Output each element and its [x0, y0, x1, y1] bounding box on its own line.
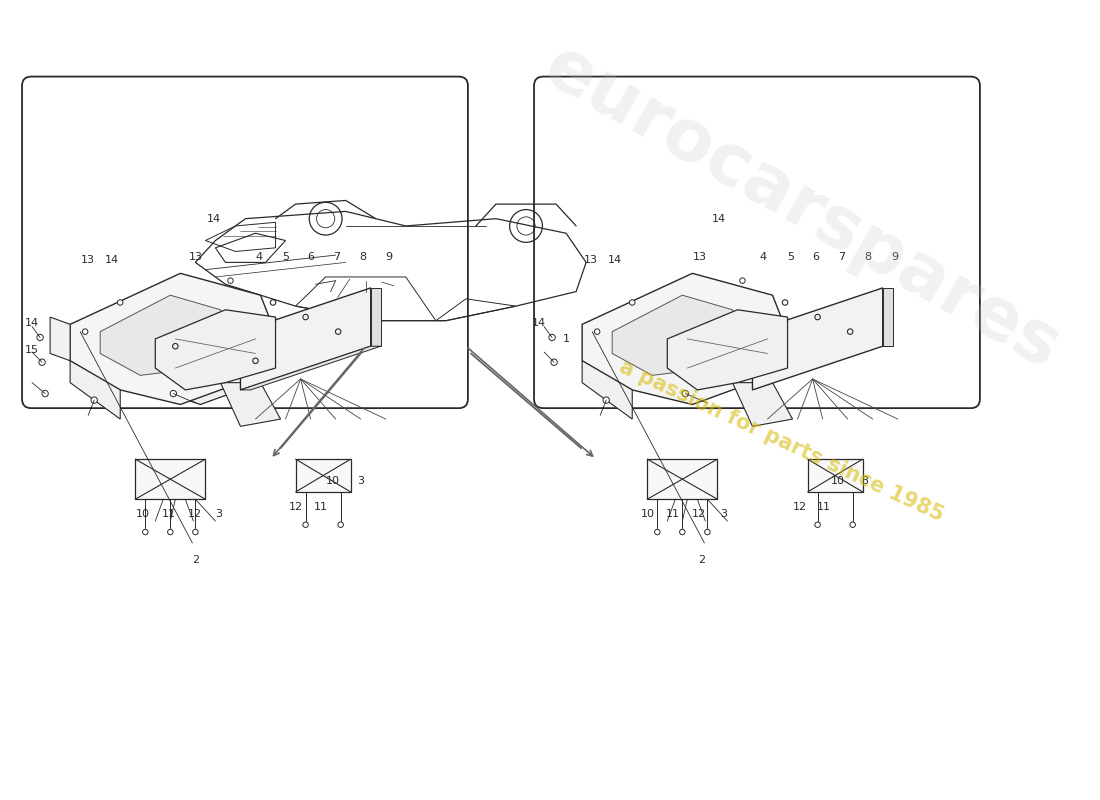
Circle shape: [603, 397, 609, 403]
Text: 14: 14: [207, 214, 220, 224]
Text: 11: 11: [314, 502, 328, 511]
Text: 3: 3: [214, 509, 222, 518]
Circle shape: [815, 522, 821, 527]
Polygon shape: [582, 274, 793, 405]
Text: 8: 8: [865, 252, 871, 262]
Circle shape: [850, 522, 856, 527]
Circle shape: [760, 358, 766, 363]
Text: 14: 14: [608, 255, 623, 266]
Circle shape: [39, 359, 45, 366]
Text: 13: 13: [584, 255, 598, 266]
Text: 11: 11: [667, 509, 680, 518]
Text: 14: 14: [106, 255, 119, 266]
Circle shape: [705, 530, 711, 534]
Text: 7: 7: [333, 252, 340, 262]
Text: 14: 14: [25, 318, 40, 328]
Text: 6: 6: [307, 252, 315, 262]
Circle shape: [302, 522, 308, 527]
Polygon shape: [100, 295, 231, 375]
Polygon shape: [882, 288, 893, 346]
Polygon shape: [733, 382, 793, 426]
Text: 6: 6: [812, 252, 820, 262]
Text: 11: 11: [162, 509, 175, 518]
Circle shape: [228, 278, 233, 283]
Text: 5: 5: [788, 252, 794, 262]
Circle shape: [680, 530, 685, 534]
Polygon shape: [135, 459, 206, 499]
Circle shape: [549, 334, 556, 341]
Polygon shape: [241, 346, 381, 390]
Text: eurocarspares: eurocarspares: [531, 32, 1071, 384]
Polygon shape: [647, 459, 717, 499]
Text: 1: 1: [562, 334, 570, 344]
Circle shape: [248, 358, 253, 363]
Circle shape: [682, 390, 689, 397]
Polygon shape: [807, 459, 862, 492]
Circle shape: [192, 530, 198, 534]
Polygon shape: [582, 361, 632, 419]
Polygon shape: [752, 288, 882, 390]
Circle shape: [37, 334, 43, 341]
Text: 12: 12: [692, 509, 706, 518]
Circle shape: [551, 359, 558, 366]
Text: 8: 8: [359, 252, 366, 262]
Text: 13: 13: [692, 252, 706, 262]
Text: 10: 10: [641, 509, 656, 518]
Polygon shape: [51, 317, 70, 361]
Circle shape: [594, 329, 600, 334]
Text: 4: 4: [760, 252, 767, 262]
Polygon shape: [296, 459, 351, 492]
Polygon shape: [668, 310, 788, 390]
Text: 9: 9: [385, 252, 393, 262]
Text: 4: 4: [255, 252, 262, 262]
Polygon shape: [241, 288, 371, 390]
Circle shape: [167, 530, 173, 534]
Polygon shape: [220, 382, 280, 426]
Text: 12: 12: [288, 502, 302, 511]
Text: 2: 2: [191, 554, 199, 565]
Text: 15: 15: [25, 345, 40, 355]
Text: 14: 14: [532, 318, 546, 328]
Text: 2: 2: [697, 554, 705, 565]
Circle shape: [42, 390, 48, 397]
Circle shape: [629, 300, 635, 306]
Polygon shape: [70, 274, 280, 405]
Text: 13: 13: [188, 252, 202, 262]
Polygon shape: [613, 295, 742, 375]
Text: 7: 7: [838, 252, 845, 262]
Text: 13: 13: [81, 255, 96, 266]
Circle shape: [143, 530, 148, 534]
Text: 5: 5: [282, 252, 289, 262]
Text: 12: 12: [792, 502, 806, 511]
Circle shape: [170, 390, 176, 397]
Polygon shape: [80, 339, 261, 405]
Text: 10: 10: [326, 476, 340, 486]
Circle shape: [654, 530, 660, 534]
Text: 11: 11: [816, 502, 831, 511]
Polygon shape: [371, 288, 381, 346]
Polygon shape: [155, 310, 275, 390]
Text: 10: 10: [830, 476, 845, 486]
Text: 3: 3: [719, 509, 727, 518]
Text: 12: 12: [188, 509, 202, 518]
Circle shape: [91, 397, 98, 403]
Polygon shape: [70, 361, 120, 419]
Circle shape: [82, 329, 88, 334]
Circle shape: [118, 300, 123, 306]
Text: 3: 3: [358, 476, 364, 486]
Circle shape: [338, 522, 343, 527]
Text: a passion for parts since 1985: a passion for parts since 1985: [616, 357, 947, 525]
Circle shape: [739, 278, 745, 283]
Text: 10: 10: [136, 509, 151, 518]
Text: 9: 9: [891, 252, 899, 262]
Text: 14: 14: [712, 214, 726, 224]
Text: 3: 3: [861, 476, 868, 486]
